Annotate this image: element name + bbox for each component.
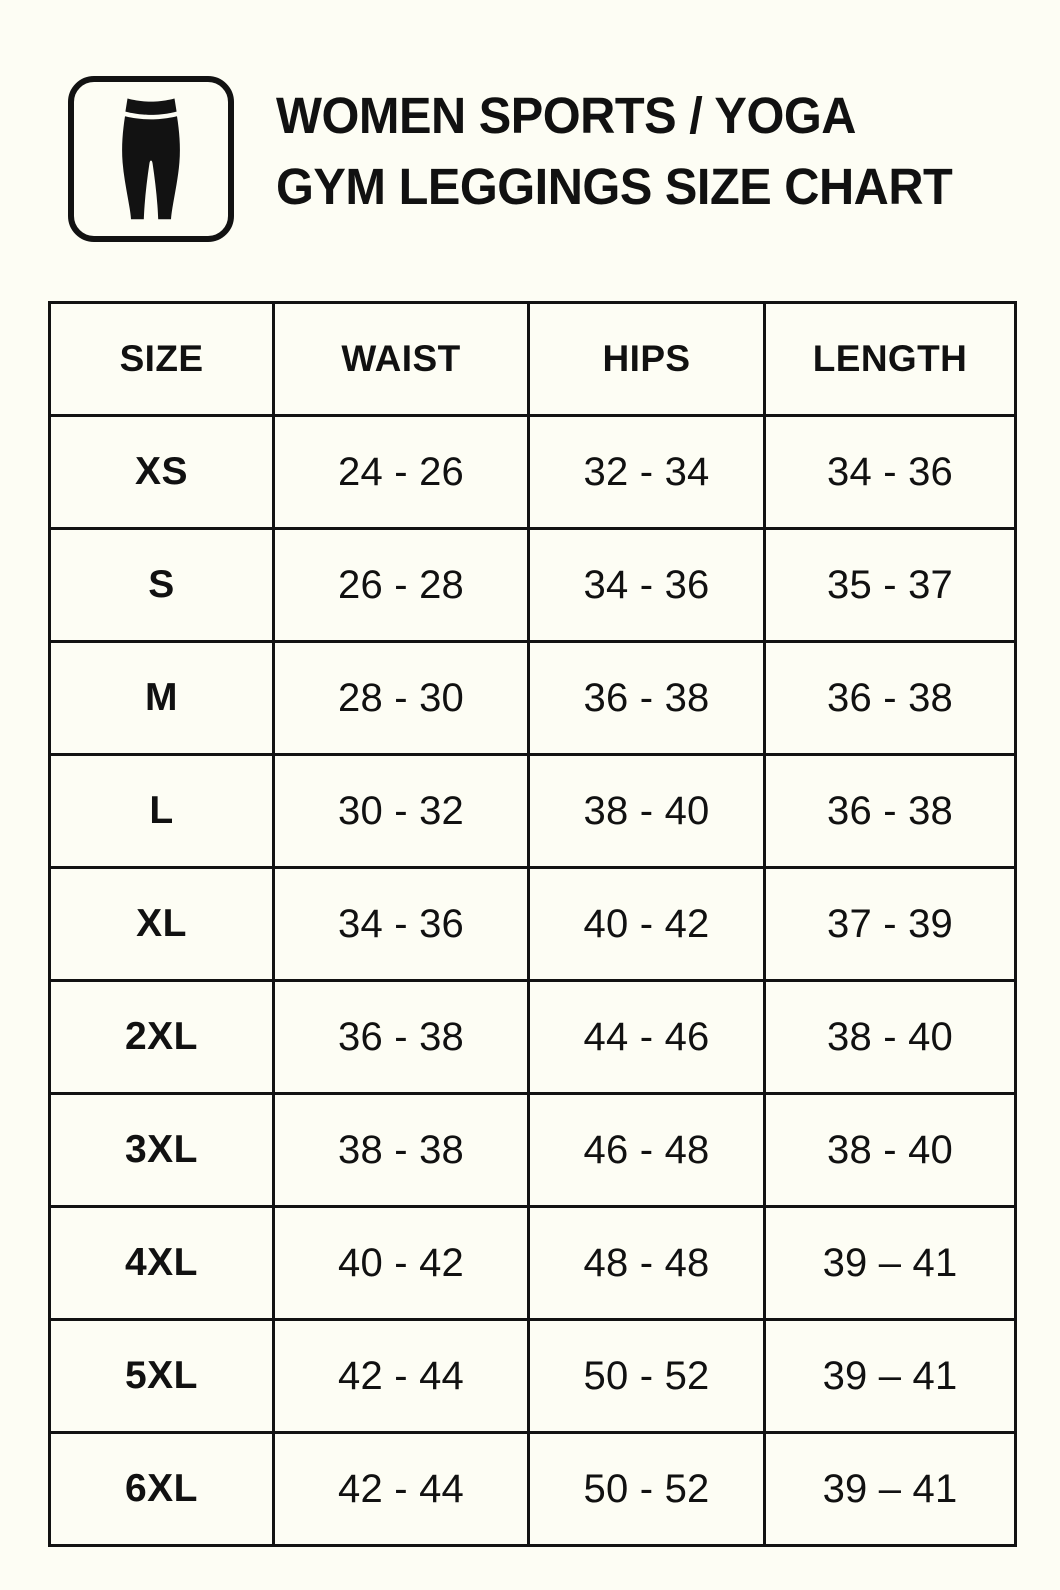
cell-hips: 44 - 46	[527, 979, 766, 1095]
table-row: M 28 - 30 36 - 38 36 - 38	[48, 640, 1017, 756]
cell-hips: 34 - 36	[527, 527, 766, 643]
cell-size: XL	[48, 866, 275, 982]
cell-hips: 46 - 48	[527, 1092, 766, 1208]
cell-waist: 40 - 42	[272, 1205, 530, 1321]
table-row: 2XL 36 - 38 44 - 46 38 - 40	[48, 979, 1017, 1095]
cell-length: 38 - 40	[763, 979, 1017, 1095]
table-row: XL 34 - 36 40 - 42 37 - 39	[48, 866, 1017, 982]
cell-size: L	[48, 753, 275, 869]
cell-hips: 38 - 40	[527, 753, 766, 869]
cell-waist: 28 - 30	[272, 640, 530, 756]
cell-waist: 24 - 26	[272, 414, 530, 530]
table-row: 4XL 40 - 42 48 - 48 39 – 41	[48, 1205, 1017, 1321]
cell-hips: 48 - 48	[527, 1205, 766, 1321]
size-chart-table: SIZE WAIST HIPS LENGTH XS 24 - 26 32 - 3…	[48, 301, 1017, 1547]
column-header-waist: WAIST	[272, 301, 530, 417]
table-header: SIZE WAIST HIPS LENGTH	[48, 301, 1017, 417]
column-header-length: LENGTH	[763, 301, 1017, 417]
logo-box	[68, 76, 234, 242]
table-row: 3XL 38 - 38 46 - 48 38 - 40	[48, 1092, 1017, 1208]
cell-waist: 30 - 32	[272, 753, 530, 869]
cell-length: 37 - 39	[763, 866, 1017, 982]
column-header-hips: HIPS	[527, 301, 766, 417]
cell-size: 3XL	[48, 1092, 275, 1208]
cell-waist: 42 - 44	[272, 1318, 530, 1434]
cell-size: 4XL	[48, 1205, 275, 1321]
cell-length: 39 – 41	[763, 1431, 1017, 1547]
cell-length: 35 - 37	[763, 527, 1017, 643]
table-row: 6XL 42 - 44 50 - 52 39 – 41	[48, 1431, 1017, 1547]
leggings-icon	[103, 96, 199, 222]
cell-size: 5XL	[48, 1318, 275, 1434]
table-body: XS 24 - 26 32 - 34 34 - 36 S 26 - 28 34 …	[48, 414, 1017, 1547]
cell-waist: 26 - 28	[272, 527, 530, 643]
table-row: S 26 - 28 34 - 36 35 - 37	[48, 527, 1017, 643]
cell-size: XS	[48, 414, 275, 530]
page-title-line-2: GYM LEGGINGS SIZE CHART	[276, 158, 953, 215]
cell-length: 38 - 40	[763, 1092, 1017, 1208]
cell-hips: 50 - 52	[527, 1318, 766, 1434]
cell-waist: 42 - 44	[272, 1431, 530, 1547]
cell-hips: 50 - 52	[527, 1431, 766, 1547]
cell-size: S	[48, 527, 275, 643]
page-title-line-1: WOMEN SPORTS / YOGA	[276, 87, 856, 144]
table-row: 5XL 42 - 44 50 - 52 39 – 41	[48, 1318, 1017, 1434]
title-block: WOMEN SPORTS / YOGA GYM LEGGINGS SIZE CH…	[276, 76, 1028, 222]
cell-size: 2XL	[48, 979, 275, 1095]
cell-waist: 38 - 38	[272, 1092, 530, 1208]
table-row: L 30 - 32 38 - 40 36 - 38	[48, 753, 1017, 869]
cell-waist: 36 - 38	[272, 979, 530, 1095]
cell-length: 39 – 41	[763, 1205, 1017, 1321]
cell-length: 34 - 36	[763, 414, 1017, 530]
cell-length: 36 - 38	[763, 640, 1017, 756]
cell-hips: 40 - 42	[527, 866, 766, 982]
table-header-row: SIZE WAIST HIPS LENGTH	[48, 301, 1017, 417]
table-row: XS 24 - 26 32 - 34 34 - 36	[48, 414, 1017, 530]
header: WOMEN SPORTS / YOGA GYM LEGGINGS SIZE CH…	[68, 76, 1028, 242]
column-header-size: SIZE	[48, 301, 275, 417]
cell-size: 6XL	[48, 1431, 275, 1547]
cell-length: 39 – 41	[763, 1318, 1017, 1434]
cell-hips: 36 - 38	[527, 640, 766, 756]
cell-length: 36 - 38	[763, 753, 1017, 869]
cell-size: M	[48, 640, 275, 756]
cell-waist: 34 - 36	[272, 866, 530, 982]
cell-hips: 32 - 34	[527, 414, 766, 530]
